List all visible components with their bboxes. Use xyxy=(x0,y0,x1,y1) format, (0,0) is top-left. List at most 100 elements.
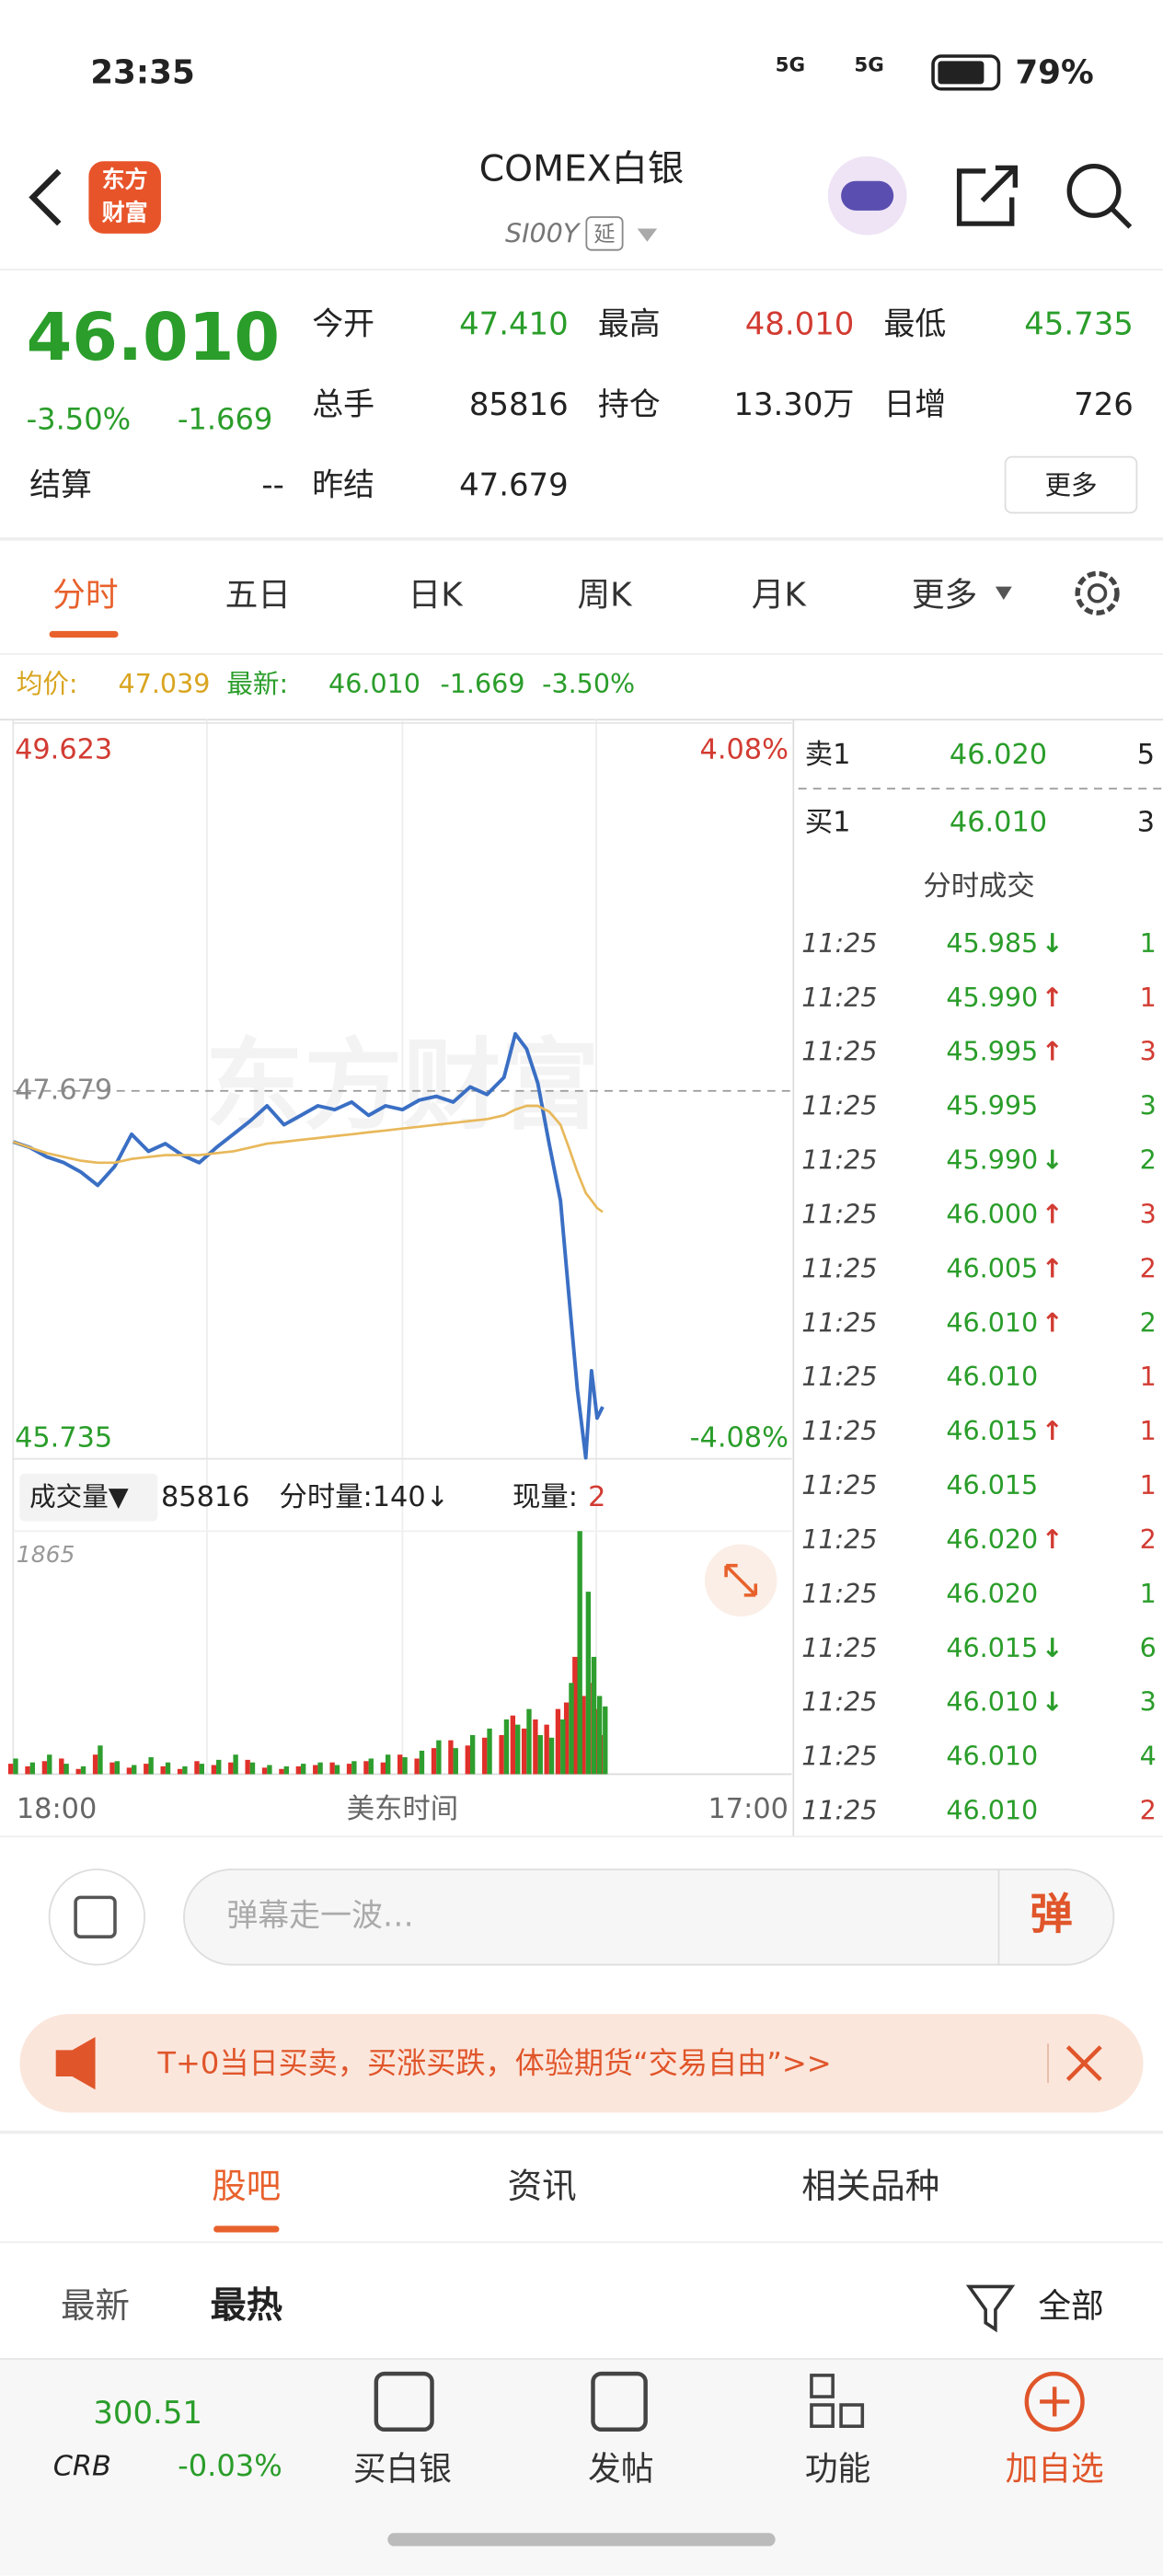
comment-placeholder[interactable]: 弹幕走一波… xyxy=(226,1897,413,1933)
more-button[interactable] xyxy=(1004,455,1138,514)
period-tab[interactable]: 更多 xyxy=(912,576,977,614)
volume-bar xyxy=(482,1737,488,1775)
megaphone-icon xyxy=(55,2037,96,2090)
period-tab[interactable]: 周K xyxy=(577,576,633,614)
volume-bar xyxy=(114,1761,121,1775)
volume-bar xyxy=(177,1768,183,1775)
more-label[interactable]: 更多 xyxy=(1044,469,1097,500)
trade-arrow: ↓ xyxy=(1042,1144,1064,1176)
field-label: 今开 xyxy=(312,305,374,341)
network: 5G xyxy=(854,54,883,77)
volume-bar xyxy=(317,1762,323,1775)
trade-qty: 6 xyxy=(1140,1632,1157,1663)
volume-bar xyxy=(596,1696,603,1775)
avg-label: 均价: xyxy=(17,668,78,699)
volume-bar xyxy=(47,1754,52,1775)
field-label: 总手 xyxy=(312,386,374,422)
nav-item[interactable]: 买白银 xyxy=(353,2450,452,2488)
volume-bar xyxy=(448,1740,454,1775)
book-price: 46.010 xyxy=(950,806,1047,838)
volume-bar xyxy=(245,1759,250,1775)
volume-bar xyxy=(29,1762,36,1775)
volume-bar xyxy=(487,1728,492,1775)
add-icon xyxy=(1024,2371,1085,2432)
trade-price: 46.020 xyxy=(946,1524,1038,1555)
trade-time: 11:25 xyxy=(801,1306,877,1338)
trade-qty: 2 xyxy=(1140,1795,1157,1826)
field-label: 最高 xyxy=(598,305,661,341)
change: -1.669 xyxy=(178,401,273,436)
price-line xyxy=(12,1031,605,1460)
volume-bar xyxy=(414,1758,420,1775)
trade-time: 11:25 xyxy=(801,1036,877,1067)
field-value: 47.679 xyxy=(459,466,569,502)
volume-bar xyxy=(436,1740,442,1775)
volume-selector-label[interactable]: 成交量▼ xyxy=(29,1481,129,1512)
func-icon xyxy=(810,2403,835,2429)
volume-bar xyxy=(301,1764,306,1775)
trade-qty: 3 xyxy=(1140,1090,1157,1121)
volume-bar xyxy=(313,1765,318,1775)
volume-bar xyxy=(165,1762,171,1775)
settings-center xyxy=(1087,583,1108,604)
back-button[interactable] xyxy=(29,168,62,226)
volume-bar xyxy=(279,1768,284,1775)
period-tab[interactable]: 日K xyxy=(409,576,465,614)
share-button[interactable] xyxy=(956,165,1018,226)
volume-bar xyxy=(537,1734,543,1775)
contract-code: SI00Y xyxy=(505,218,582,249)
settings-button[interactable] xyxy=(1075,570,1120,615)
latest-label: 最新: xyxy=(226,668,288,699)
trade-price: 45.985 xyxy=(946,927,1038,959)
period-tab[interactable]: 月K xyxy=(752,576,808,614)
index-name: CRB xyxy=(53,2450,111,2482)
volume-bar xyxy=(63,1764,69,1775)
field-label: 昨结 xyxy=(312,466,374,502)
nav-item[interactable]: 加自选 xyxy=(1006,2450,1104,2488)
filter-label[interactable]: 全部 xyxy=(1038,2288,1103,2326)
trade-price: 45.990 xyxy=(946,982,1038,1013)
code-dropdown[interactable] xyxy=(637,228,658,242)
volume-bar xyxy=(334,1765,340,1775)
volume-bar xyxy=(386,1754,391,1775)
section-tab[interactable]: 资讯 xyxy=(508,2166,577,2206)
volume-bar xyxy=(555,1708,561,1775)
volume-selector[interactable] xyxy=(19,1473,158,1522)
trade-time: 11:25 xyxy=(801,1524,877,1555)
buy-icon xyxy=(374,2371,434,2432)
sub-tab[interactable]: 最新 xyxy=(61,2285,130,2326)
trade-qty: 1 xyxy=(1140,1415,1157,1446)
trade-price: 46.010 xyxy=(946,1361,1038,1392)
nav-item[interactable]: 功能 xyxy=(805,2450,870,2488)
volume-bar xyxy=(581,1696,586,1775)
volume-bar xyxy=(59,1758,64,1775)
volume-bar xyxy=(585,1592,592,1775)
section-tab[interactable]: 股吧 xyxy=(212,2166,281,2206)
nav-item[interactable]: 发帖 xyxy=(588,2450,653,2488)
promo-banner[interactable] xyxy=(19,2014,1144,2113)
sub-tab[interactable]: 最热 xyxy=(211,2285,283,2327)
trade-time: 11:25 xyxy=(801,982,877,1013)
period-tab[interactable]: 分时 xyxy=(52,576,118,614)
volume-bar xyxy=(98,1745,103,1775)
comment-settings[interactable] xyxy=(48,1869,145,1966)
delay-tag xyxy=(585,216,624,251)
comment-input[interactable] xyxy=(183,1869,1115,1966)
trade-arrow: ↓ xyxy=(1042,1686,1064,1718)
y-tick-label: 45.735 xyxy=(15,1422,112,1455)
danmaku-button[interactable]: 弹 xyxy=(1030,1889,1072,1938)
latest-change: -1.669 xyxy=(440,668,524,699)
section-tab[interactable]: 相关品种 xyxy=(801,2166,939,2206)
trade-arrow: ↓ xyxy=(1042,927,1064,959)
volume-bar xyxy=(144,1764,149,1775)
volume-bar xyxy=(351,1761,357,1775)
banner-close[interactable] xyxy=(1065,2045,1102,2082)
volume-bar xyxy=(380,1762,386,1775)
trade-arrow: ↑ xyxy=(1042,982,1064,1013)
trade-time: 11:25 xyxy=(801,927,877,959)
period-tab[interactable]: 五日 xyxy=(225,576,291,614)
search-button[interactable] xyxy=(1066,163,1122,218)
volume-bar xyxy=(577,1531,582,1775)
volume-bar xyxy=(261,1767,268,1775)
filter-icon[interactable] xyxy=(965,2284,1016,2333)
